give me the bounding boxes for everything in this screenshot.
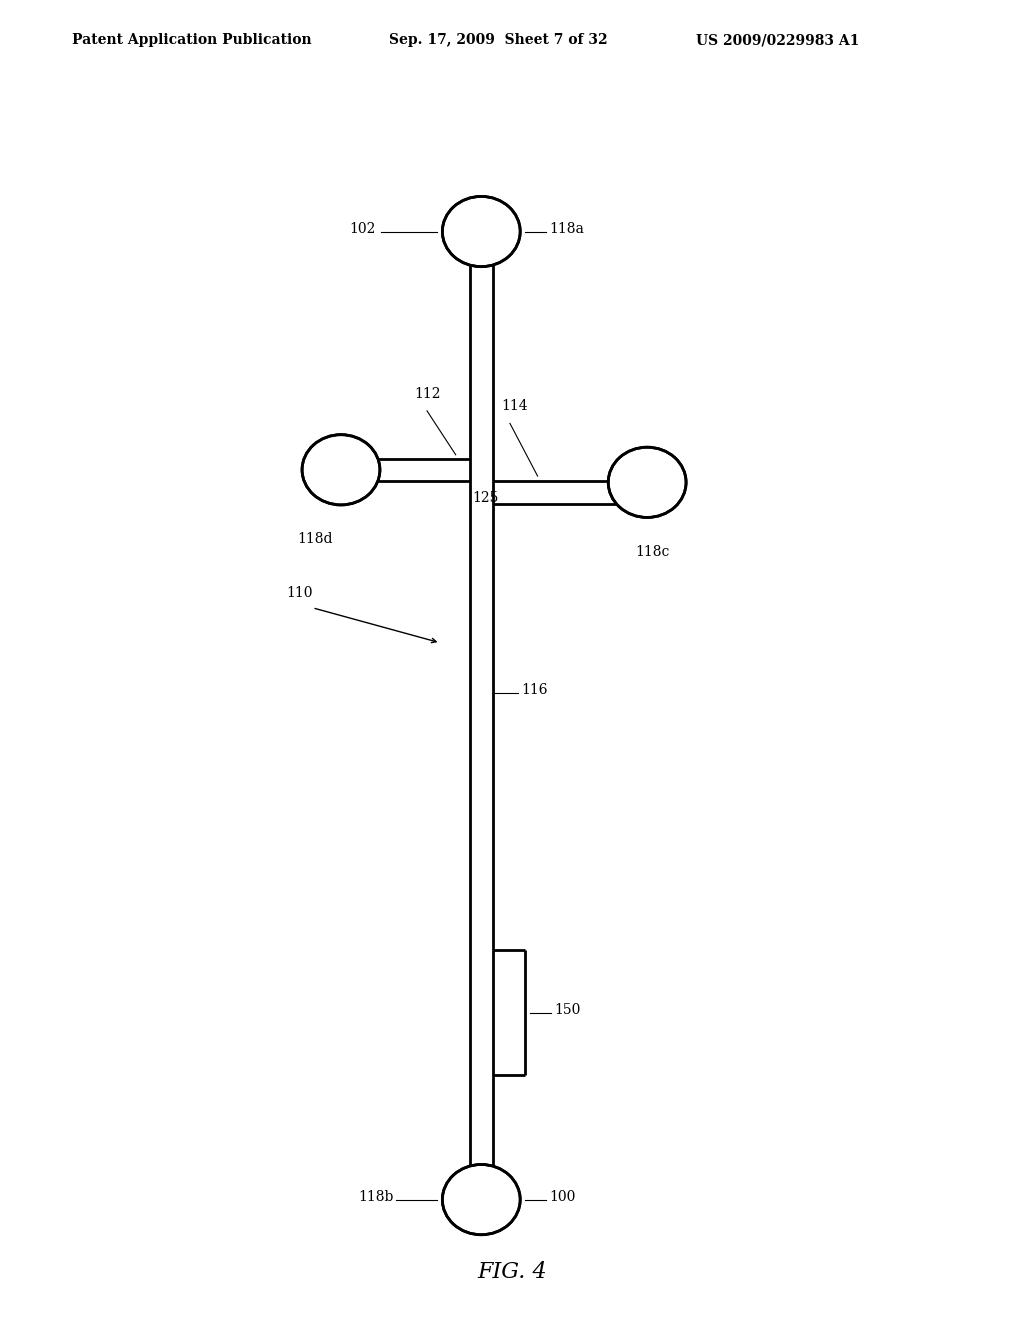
Text: 118b: 118b [357, 1191, 393, 1204]
Ellipse shape [442, 197, 520, 267]
Ellipse shape [302, 434, 380, 504]
Text: 118d: 118d [298, 532, 333, 546]
Text: 116: 116 [521, 684, 548, 697]
Ellipse shape [442, 1164, 520, 1234]
Text: 100: 100 [549, 1191, 575, 1204]
Ellipse shape [608, 447, 686, 517]
Text: 118c: 118c [635, 545, 670, 560]
Text: 125: 125 [472, 491, 499, 506]
Text: Patent Application Publication: Patent Application Publication [72, 33, 311, 48]
Text: 114: 114 [502, 400, 528, 413]
Text: FIG. 4: FIG. 4 [477, 1262, 547, 1283]
Text: 112: 112 [415, 387, 441, 401]
Text: Sep. 17, 2009  Sheet 7 of 32: Sep. 17, 2009 Sheet 7 of 32 [389, 33, 608, 48]
Text: 150: 150 [554, 1003, 581, 1018]
Text: US 2009/0229983 A1: US 2009/0229983 A1 [696, 33, 860, 48]
Text: 118a: 118a [549, 222, 584, 236]
Text: 102: 102 [349, 222, 376, 236]
Text: 110: 110 [287, 586, 313, 599]
